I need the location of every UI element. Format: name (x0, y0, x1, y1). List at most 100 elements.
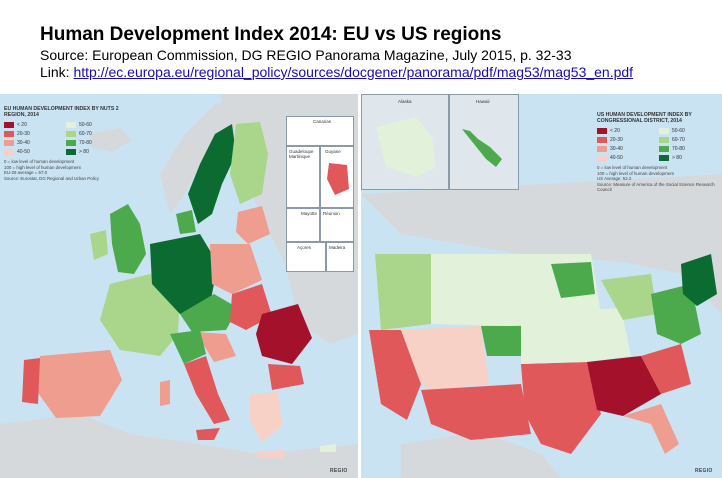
us-legend-item: 40-50 (597, 155, 655, 161)
us-pacific-northwest (375, 254, 431, 330)
inset-label: Guyane (325, 149, 341, 154)
legend-label: 40-50 (610, 155, 623, 161)
legend-label: 60-70 (79, 131, 92, 137)
us-texas (521, 362, 601, 454)
inset-label: Canarias (313, 119, 332, 124)
inset-label: Madeira (329, 245, 346, 250)
us-map-canvas (361, 174, 722, 478)
legend-label: 40-50 (17, 149, 30, 155)
eu-romania (256, 304, 312, 364)
eu-uk (110, 204, 146, 274)
inset-label: Réunion (323, 211, 340, 216)
eu-map: EU HUMAN DEVELOPMENT INDEX BY NUTS 2 REG… (0, 94, 358, 478)
eu-norway (160, 99, 240, 214)
eu-legend-title: EU HUMAN DEVELOPMENT INDEX BY NUTS 2 REG… (4, 106, 119, 118)
eu-legend-item: 30-40 (4, 140, 62, 146)
us-mid-atlantic (651, 284, 701, 344)
us-great-lakes (601, 274, 657, 320)
us-map: Alaska Hawaii US HUMAN DEVELOPMENT INDEX… (361, 94, 722, 478)
eu-legend-note: 0 = low level of human development (4, 159, 75, 164)
us-southeast (641, 344, 691, 394)
us-california (369, 330, 421, 420)
us-florida (623, 404, 679, 454)
page-title: Human Development Index 2014: EU vs US r… (40, 24, 502, 45)
inset-label: Mayotte (301, 211, 318, 216)
us-inset-alaska: Alaska (361, 94, 449, 190)
eu-finland (230, 122, 268, 204)
eu-italy-north (170, 330, 206, 364)
legend-label: < 20 (17, 122, 27, 128)
us-legend-grid: < 20 50-60 20-30 60-70 30-40 70-80 40-50… (597, 128, 717, 161)
legend-swatch (597, 146, 607, 152)
legend-swatch (66, 131, 76, 137)
header: Human Development Index 2014: EU vs US r… (40, 24, 710, 81)
eu-footer-mark: REGIO (330, 468, 348, 474)
alaska-shape (376, 117, 436, 177)
us-legend-item: 20-30 (597, 137, 655, 143)
legend-label: > 80 (672, 155, 682, 161)
us-mexico-land (401, 432, 561, 478)
eu-greece (250, 392, 282, 442)
legend-label: 60-70 (672, 137, 685, 143)
legend-label: 50-60 (672, 128, 685, 134)
eu-portugal (22, 358, 40, 404)
legend-swatch (4, 140, 14, 146)
eu-benelux-germany (150, 234, 218, 314)
legend-swatch (4, 149, 14, 155)
eu-legend-item: 40-50 (4, 149, 62, 155)
eu-inset-mayotte: Mayotte (286, 208, 320, 242)
eu-inset-acores: Açores (286, 242, 326, 272)
eu-sweden (188, 124, 236, 224)
legend-label: 20-30 (610, 137, 623, 143)
eu-crete (258, 450, 286, 458)
legend-swatch (659, 155, 669, 161)
legend-swatch (597, 128, 607, 134)
us-deep-south (587, 356, 661, 416)
eu-legend-note: Source: Eurostat, DG Regional and Urban … (4, 175, 99, 181)
inset-label: Açores (297, 245, 312, 250)
eu-iceland (90, 128, 132, 152)
eu-spain (36, 350, 122, 418)
inset-label: Guadeloupe Martinique (289, 149, 314, 159)
eu-inset-madeira: Madeira (326, 242, 354, 272)
eu-sardinia (160, 380, 170, 406)
eu-czech-austria (180, 294, 238, 332)
us-mountain-west (401, 326, 489, 390)
us-canada-land (361, 174, 722, 314)
us-colorado (481, 326, 521, 356)
guyane-shape (327, 163, 349, 195)
us-legend-item: 50-60 (659, 128, 717, 134)
eu-legend-item: 70-80 (66, 140, 124, 146)
legend-label: < 20 (610, 128, 620, 134)
eu-sicily (196, 428, 220, 440)
eu-inset-canarias: Canarias (286, 116, 354, 146)
legend-label: 70-80 (672, 146, 685, 152)
eu-bulgaria (268, 364, 304, 390)
eu-legend-item: 20-30 (4, 131, 62, 137)
link-prefix: Link: (40, 64, 74, 80)
eu-croatia-slovenia (196, 332, 236, 362)
inset-label: Alaska (398, 99, 412, 104)
hawaii-shape (462, 129, 502, 167)
legend-label: 30-40 (17, 140, 30, 146)
eu-poland (210, 244, 262, 294)
eu-legend-note: EU-28 average = 57.0 (4, 170, 48, 175)
link-line: Link: http://ec.europa.eu/regional_polic… (40, 64, 710, 81)
eu-inset-guyane: Guyane (320, 146, 354, 208)
legend-swatch (66, 122, 76, 128)
us-legend-item: > 80 (659, 155, 717, 161)
legend-swatch (66, 149, 76, 155)
us-footer-mark: REGIO (695, 468, 713, 474)
eu-legend-item: 60-70 (66, 131, 124, 137)
us-minnesota (551, 262, 595, 298)
eu-legend-note: 100 = high level of human development (4, 164, 81, 170)
eu-inset-guadeloupe: Guadeloupe Martinique (286, 146, 320, 208)
eu-legend-item: 50-60 (66, 122, 124, 128)
us-legend-item: 60-70 (659, 137, 717, 143)
source-link[interactable]: http://ec.europa.eu/regional_policy/sour… (73, 64, 634, 80)
legend-label: 20-30 (17, 131, 30, 137)
eu-italy-south (184, 356, 230, 424)
legend-swatch (659, 128, 669, 134)
eu-legend-grid: < 20 50-60 20-30 60-70 30-40 70-80 40-50… (4, 122, 124, 155)
us-legend-note: 100 = high level of human development (597, 170, 674, 176)
